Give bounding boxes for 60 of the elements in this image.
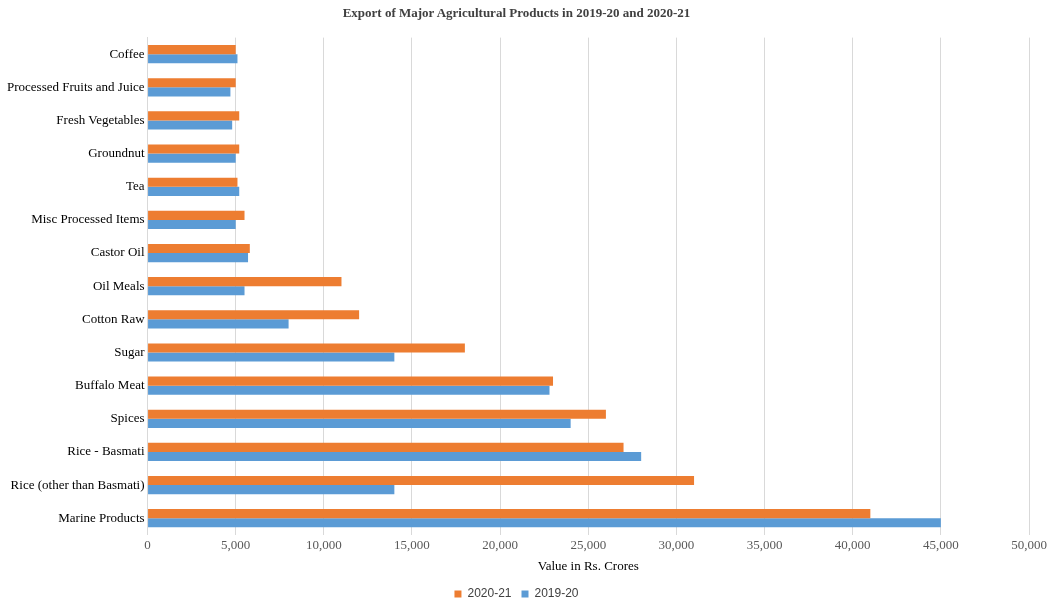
y-tick-label: Marine Products (58, 509, 145, 525)
x-tick-label: 30,000 (658, 537, 695, 553)
y-tick-label: Misc Processed Items (31, 211, 145, 227)
bar (148, 177, 238, 187)
bar (148, 509, 871, 519)
bar (148, 376, 554, 386)
bar (148, 144, 240, 154)
x-tick-label: 15,000 (394, 537, 430, 553)
bar (148, 253, 249, 263)
bar (148, 210, 245, 220)
bar (148, 45, 236, 55)
x-axis-title: Value in Rs. Crores (537, 557, 639, 573)
y-tick-label: Spices (110, 410, 145, 426)
bar (148, 451, 642, 462)
bar (148, 310, 360, 320)
x-tick-label: 35,000 (746, 537, 783, 553)
y-tick-label: Sugar (114, 343, 146, 359)
chart-title: Export of Major Agricultural Products in 2019-20 and 2020-21 (342, 5, 691, 21)
bar (148, 277, 342, 287)
x-tick-label: 50,000 (1011, 537, 1047, 553)
bar (148, 54, 238, 64)
bar (148, 418, 571, 428)
x-tick-label: 40,000 (834, 537, 871, 553)
bar (148, 120, 233, 130)
y-tick-label: Castor Oil (90, 244, 145, 260)
bar (148, 111, 240, 121)
y-tick-label: Cotton Raw (82, 310, 146, 326)
x-tick-label: 25,000 (570, 537, 607, 553)
bar (148, 186, 240, 196)
bar (148, 319, 289, 329)
y-tick-label: Coffee (109, 45, 145, 61)
y-tick-label: Fresh Vegetables (56, 111, 145, 127)
bar (148, 219, 236, 230)
x-tick-label: 0 (144, 537, 151, 553)
y-tick-label: Buffalo Meat (75, 377, 145, 393)
bar (148, 243, 250, 254)
bar (148, 442, 624, 452)
x-tick-label: 45,000 (922, 537, 959, 553)
bar (148, 343, 465, 353)
bar (148, 475, 695, 486)
x-tick-label: 5,000 (221, 537, 251, 553)
legend-label: 2019-20 (534, 586, 579, 601)
x-tick-label: 10,000 (305, 537, 342, 553)
y-tick-label: Groundnut (88, 145, 145, 161)
y-tick-label: Rice (other than Basmati) (10, 476, 145, 492)
y-tick-label: Tea (125, 178, 145, 194)
x-tick-label: 20,000 (482, 537, 519, 553)
bar (148, 518, 941, 528)
bar (148, 87, 231, 97)
bar (148, 78, 236, 88)
y-tick-label: Rice - Basmati (67, 443, 145, 459)
bar (148, 409, 606, 419)
bar (148, 352, 395, 362)
bar (148, 385, 550, 395)
y-tick-label: Oil Meals (92, 277, 145, 293)
bar (148, 153, 236, 163)
bar (148, 485, 395, 495)
bar (148, 286, 245, 296)
legend-label: 2020-21 (467, 586, 512, 601)
y-tick-label: Processed Fruits and Juice (7, 78, 145, 94)
